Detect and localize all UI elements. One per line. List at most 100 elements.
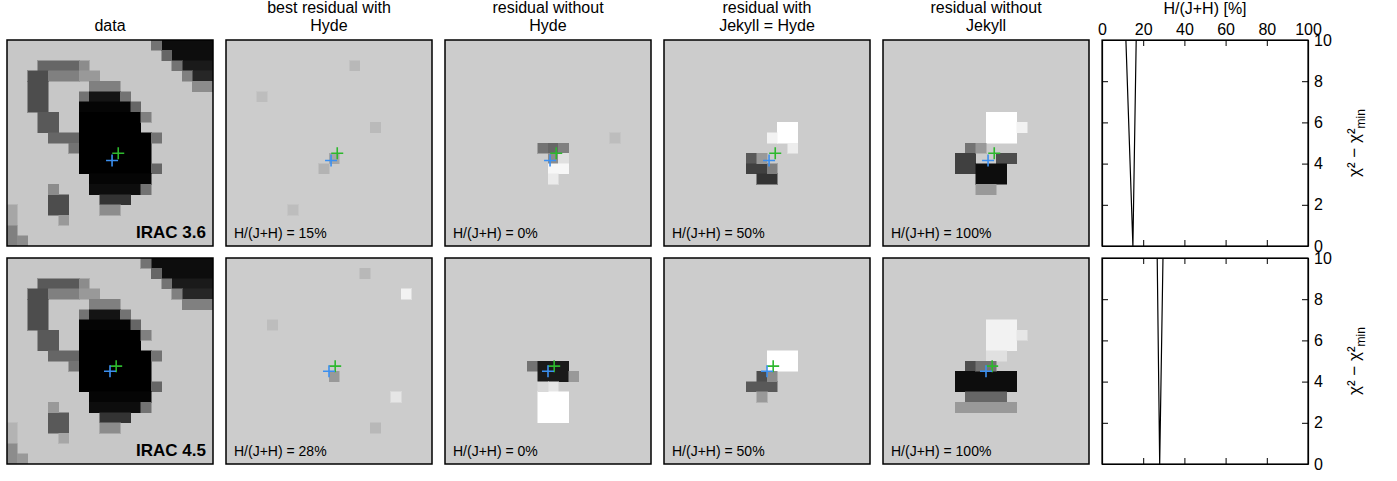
panel-frame [445,40,651,246]
pixel-patch [89,392,151,402]
pixel-patch [28,299,49,330]
pixel-patch [120,92,130,102]
pixel-patch [767,351,798,372]
tick [1102,81,1108,82]
pixel-patch [610,133,620,143]
position-marker [104,365,116,377]
pixel-patch [7,225,17,246]
pixel-patch [89,81,120,91]
pixel-patch [48,71,79,81]
y-axis-title-subscript: min [1354,327,1368,346]
tick-mark [1267,40,1268,46]
pixel-patch [1017,330,1027,340]
pixel-patch [955,153,976,174]
axis-line [1102,259,1103,465]
x-axis-bottom [1103,240,1309,247]
tick-mark [1102,464,1108,465]
panel-frame [226,40,432,246]
pixel-patch [151,382,161,392]
pixel-patch [151,164,161,174]
pixel-patch [172,279,213,289]
pixel-patch [569,371,579,381]
pixel-patch [192,81,213,91]
tick-mark [1302,122,1308,123]
pixel-patch [38,61,79,71]
panel-frame [7,258,213,464]
pixel-patch [79,102,131,112]
pixel-patch [7,443,17,464]
tick-mark [1102,164,1108,165]
tick-mark [1302,423,1308,424]
pixel-patch [182,61,213,71]
pixel-patch [89,92,120,102]
pixel-patch [69,143,79,153]
pixel-patch [986,112,1017,143]
pixel-patch [141,258,151,268]
image-area [883,40,1089,246]
tick [1184,458,1185,464]
pixel-patch [192,71,213,81]
position-marker [988,147,1000,159]
image-area [7,258,213,464]
pixel-patch [746,382,777,392]
tick [1226,458,1227,464]
pixel-patch [89,299,120,309]
tick: 40 [1176,21,1194,46]
pixel-patch [38,112,59,133]
tick: 4 [1302,373,1323,390]
pixel-patch [69,361,79,371]
chi2-curve [1126,40,1136,246]
image-background [7,258,213,464]
x-axis-title: H/(J+H) [%] [1163,0,1246,17]
fraction-annotation: H/(J+H) = 15% [234,225,327,241]
pixel-patch [1017,122,1027,132]
panel-title: best residual withHyde [267,0,391,34]
tick-mark [1302,464,1308,465]
pixel-patch [757,371,767,381]
tick-label: 2 [1314,414,1323,431]
panel: H/(J+H) = 0% [445,258,651,464]
pixel-patch [182,289,213,299]
pixel-patch [370,122,380,132]
axis-line [1103,258,1309,259]
y-axis-title: χ² − χ²min [1345,327,1368,395]
panel: 0204060801000246810H/(J+H) [%]χ² − χ²min [1098,0,1368,255]
pixel-patch [538,143,548,153]
tick-mark [1184,40,1185,46]
pixel-patch [79,92,89,102]
pixel-patch [370,423,380,433]
pixel-patch [767,133,777,143]
panel-frame [445,258,651,464]
panel-title: residual withoutJekyll [930,0,1042,34]
pixel-patch [319,164,329,174]
pixel-patch [48,289,79,299]
y-axis-title-main: χ² − χ² [1345,128,1364,177]
tick-label: 6 [1314,114,1323,131]
pixel-patch [391,392,401,402]
tick-label: 4 [1314,373,1323,390]
tick: 20 [1135,21,1153,46]
tick [1102,164,1108,165]
tick-mark [1102,382,1108,383]
tick: 80 [1258,21,1276,46]
pixel-patch [538,361,569,382]
tick-mark [1302,299,1308,300]
fraction-annotation: H/(J+H) = 100% [891,443,991,459]
image-area [664,40,870,246]
pixel-patch [777,122,798,143]
image-background [664,40,870,246]
pixel-patch [182,71,192,81]
pixel-patch [746,153,756,163]
pixel-patch [788,143,798,153]
tick-mark [1226,258,1227,264]
panel-title: residual withJekyll = Hyde [719,0,815,34]
pixel-patch [548,174,558,184]
tick-mark [1102,340,1108,341]
tick-label: 8 [1314,73,1323,90]
panel: IRAC 4.5 [7,258,213,464]
image-background [7,40,213,246]
pixel-patch [329,371,339,381]
position-marker [767,360,779,372]
plot-area [1157,258,1163,464]
position-marker [548,360,560,372]
